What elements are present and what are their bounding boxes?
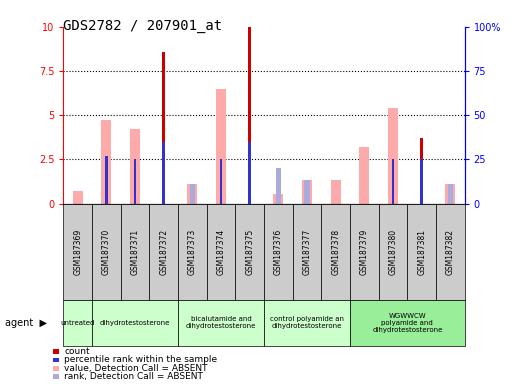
Text: untreated: untreated [61, 319, 95, 326]
Text: GSM187374: GSM187374 [216, 228, 225, 275]
Text: GSM187378: GSM187378 [331, 228, 340, 275]
Text: GSM187373: GSM187373 [188, 228, 197, 275]
Text: GSM187369: GSM187369 [73, 228, 82, 275]
Bar [388, 108, 398, 204]
Bar [162, 51, 165, 204]
Bar [420, 138, 423, 204]
Bar [190, 184, 195, 204]
Bar [359, 147, 369, 204]
Bar [134, 159, 136, 204]
Text: GSM187375: GSM187375 [245, 228, 254, 275]
Bar [305, 180, 309, 204]
Bar [331, 180, 341, 204]
Bar [130, 129, 140, 204]
Text: GSM187380: GSM187380 [389, 228, 398, 275]
Text: GSM187372: GSM187372 [159, 228, 168, 275]
Bar [101, 121, 111, 204]
Text: GSM187370: GSM187370 [102, 228, 111, 275]
Text: GSM187377: GSM187377 [303, 228, 312, 275]
Bar [392, 159, 394, 204]
Text: agent  ▶: agent ▶ [5, 318, 48, 328]
Text: rank, Detection Call = ABSENT: rank, Detection Call = ABSENT [64, 372, 203, 381]
Bar [276, 168, 281, 204]
Bar [274, 194, 284, 204]
Bar [420, 159, 423, 204]
Text: control polyamide an
dihydrotestosterone: control polyamide an dihydrotestosterone [270, 316, 344, 329]
Text: GSM187376: GSM187376 [274, 228, 283, 275]
Text: count: count [64, 347, 90, 356]
Text: GSM187382: GSM187382 [446, 228, 455, 275]
Text: value, Detection Call = ABSENT: value, Detection Call = ABSENT [64, 364, 208, 373]
Bar [105, 156, 108, 204]
Text: percentile rank within the sample: percentile rank within the sample [64, 355, 218, 364]
Bar [73, 191, 83, 204]
Bar [248, 142, 251, 204]
Bar [162, 142, 165, 204]
Text: GSM187379: GSM187379 [360, 228, 369, 275]
Bar [248, 27, 251, 204]
Bar [187, 184, 197, 204]
Text: bicalutamide and
dihydrotestosterone: bicalutamide and dihydrotestosterone [186, 316, 256, 329]
Text: dihydrotestosterone: dihydrotestosterone [100, 319, 170, 326]
Text: GSM187381: GSM187381 [417, 228, 426, 275]
Text: WGWWCW
polyamide and
dihydrotestosterone: WGWWCW polyamide and dihydrotestosterone [372, 313, 442, 333]
Bar [216, 89, 226, 204]
Bar [220, 159, 222, 204]
Text: GSM187371: GSM187371 [130, 228, 139, 275]
Bar [448, 184, 453, 204]
Bar [445, 184, 455, 204]
Text: GDS2782 / 207901_at: GDS2782 / 207901_at [63, 19, 222, 33]
Bar [302, 180, 312, 204]
